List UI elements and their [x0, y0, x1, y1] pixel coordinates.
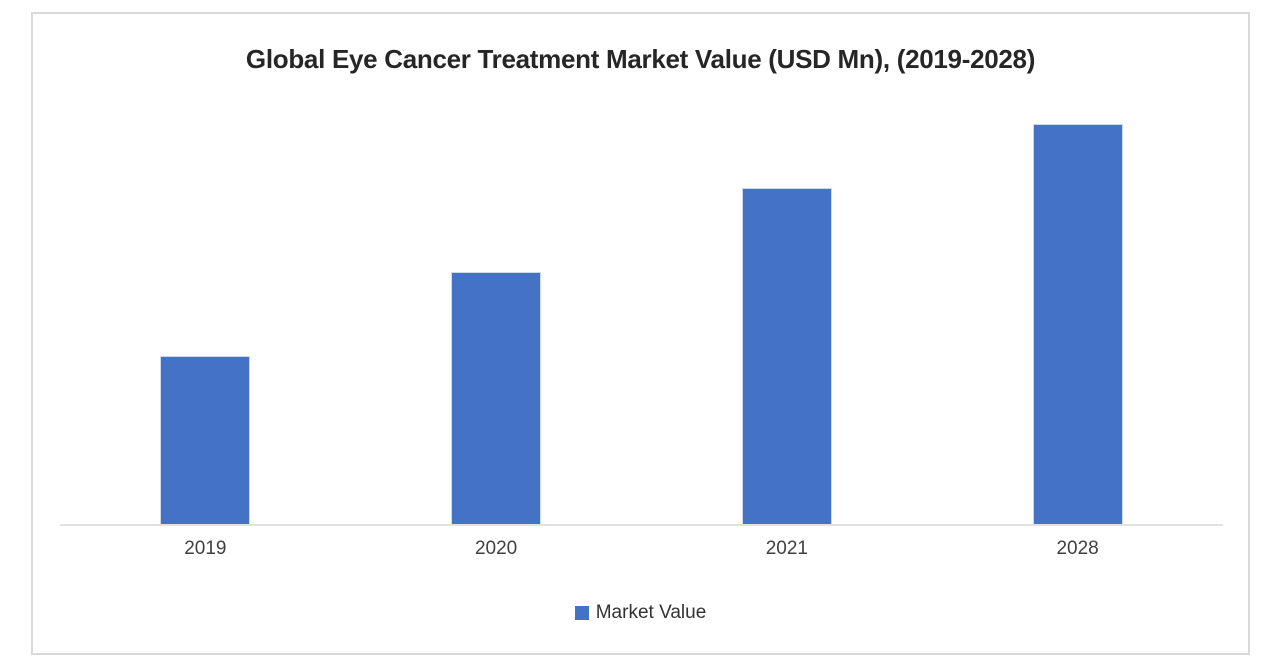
legend-label: Market Value: [595, 602, 707, 623]
bar-2019: [160, 356, 251, 524]
bar-2020: [451, 272, 542, 524]
bar-2028: [1032, 124, 1123, 524]
legend-swatch-icon: [574, 606, 589, 620]
x-label-2020: 2020: [474, 538, 518, 559]
x-label-2019: 2019: [184, 538, 227, 559]
x-axis-line: [60, 524, 1223, 526]
chart-title: Global Eye Cancer Treatment Market Value…: [245, 44, 1036, 74]
bars-row: [60, 124, 1223, 524]
legend: Market Value: [33, 602, 1248, 624]
plot-area: [60, 124, 1223, 524]
x-axis-labels: 2019 2020 2021 2028: [60, 532, 1223, 566]
bar-slot-2021: [642, 124, 933, 524]
bar-2021: [741, 188, 832, 524]
x-label-2021: 2021: [765, 538, 809, 559]
chart-frame: Global Eye Cancer Treatment Market Value…: [31, 12, 1250, 655]
x-label-2028: 2028: [1056, 538, 1099, 559]
bar-slot-2019: [60, 124, 351, 524]
bar-slot-2028: [932, 124, 1223, 524]
bar-slot-2020: [351, 124, 642, 524]
